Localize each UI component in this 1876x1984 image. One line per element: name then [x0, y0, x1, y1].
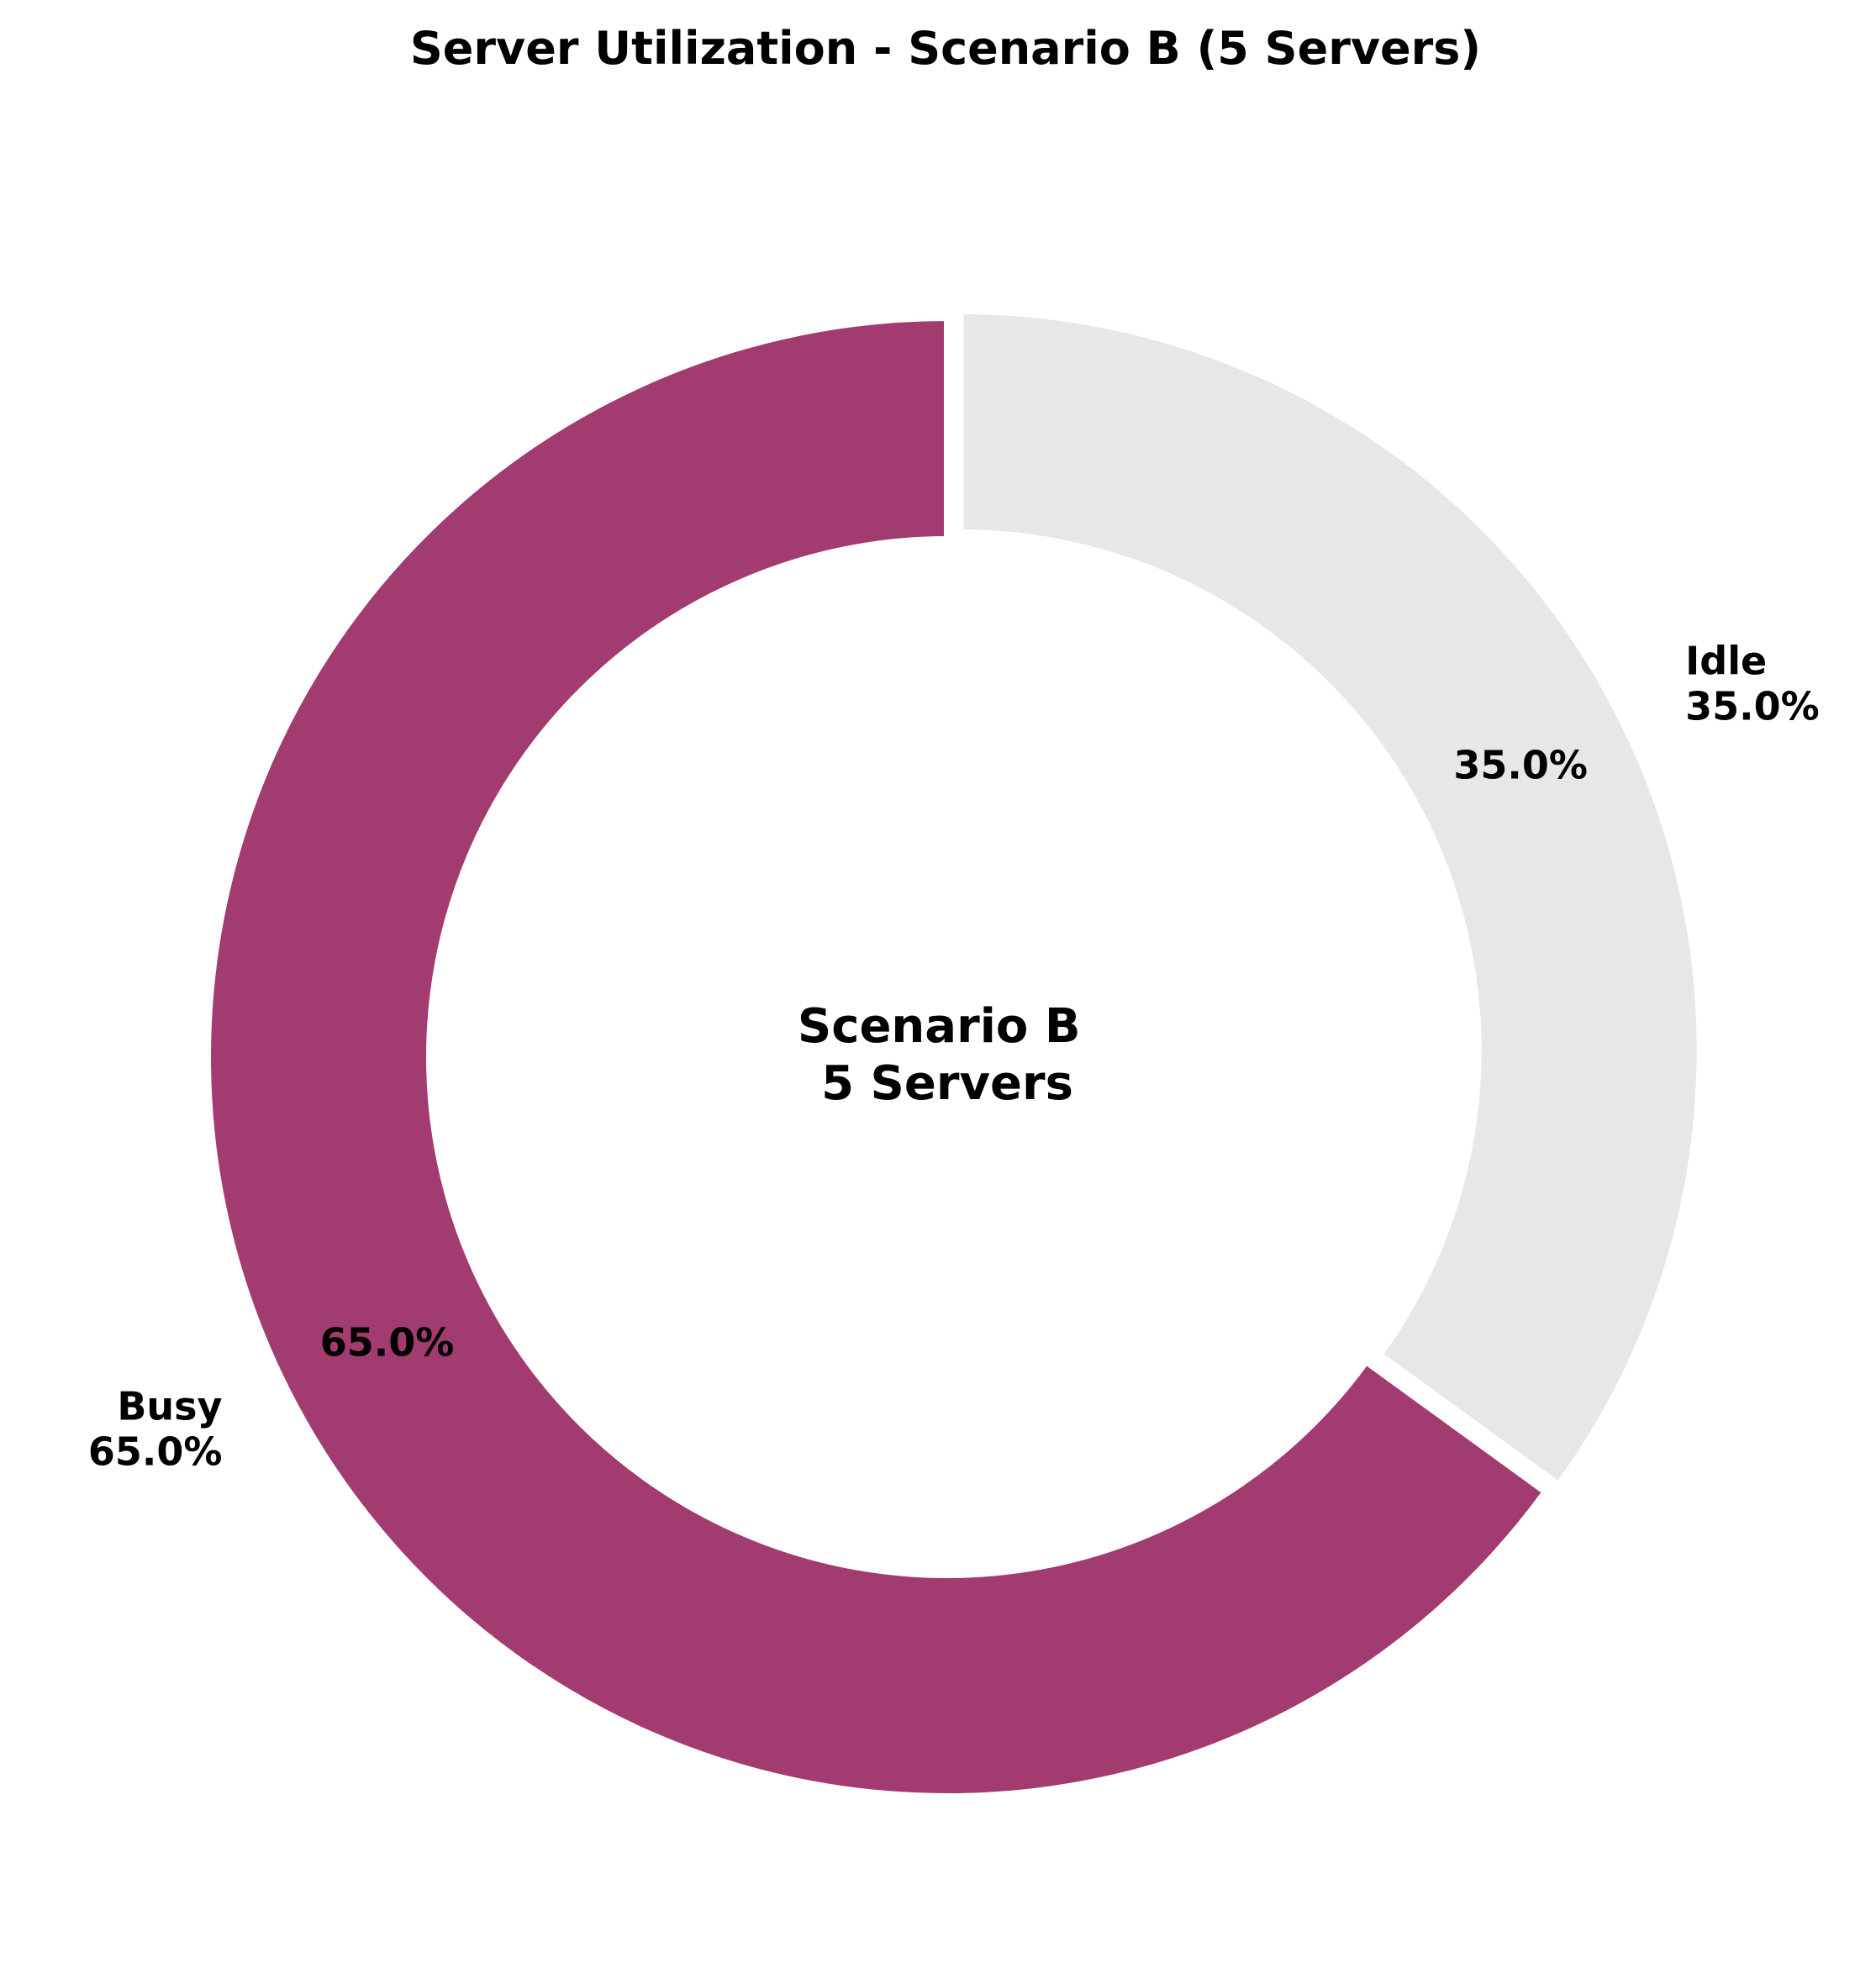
category-label-busy: Busy 65.0% — [88, 1383, 223, 1474]
center-label-line-2: 5 Servers — [821, 1056, 1073, 1111]
labels-group: 65.0%Busy 65.0%35.0%Idle 35.0% — [88, 639, 1820, 1475]
center-label-line-1: Scenario B — [798, 999, 1081, 1054]
slice-busy — [204, 313, 1551, 1800]
center-label: Scenario B 5 Servers — [798, 999, 1097, 1111]
category-label-name: Busy — [117, 1383, 222, 1429]
slices-group — [204, 308, 1704, 1800]
category-label-pct: 35.0% — [1685, 684, 1820, 729]
category-label-name: Idle — [1685, 639, 1767, 684]
slice-idle — [956, 308, 1704, 1490]
chart-title: Server Utilization - Scenario B (5 Serve… — [410, 22, 1481, 75]
pct-label-busy: 65.0% — [320, 1320, 455, 1366]
category-label-pct: 65.0% — [88, 1429, 223, 1474]
pct-label-idle: 35.0% — [1453, 742, 1588, 787]
category-label-idle: Idle 35.0% — [1685, 639, 1820, 729]
